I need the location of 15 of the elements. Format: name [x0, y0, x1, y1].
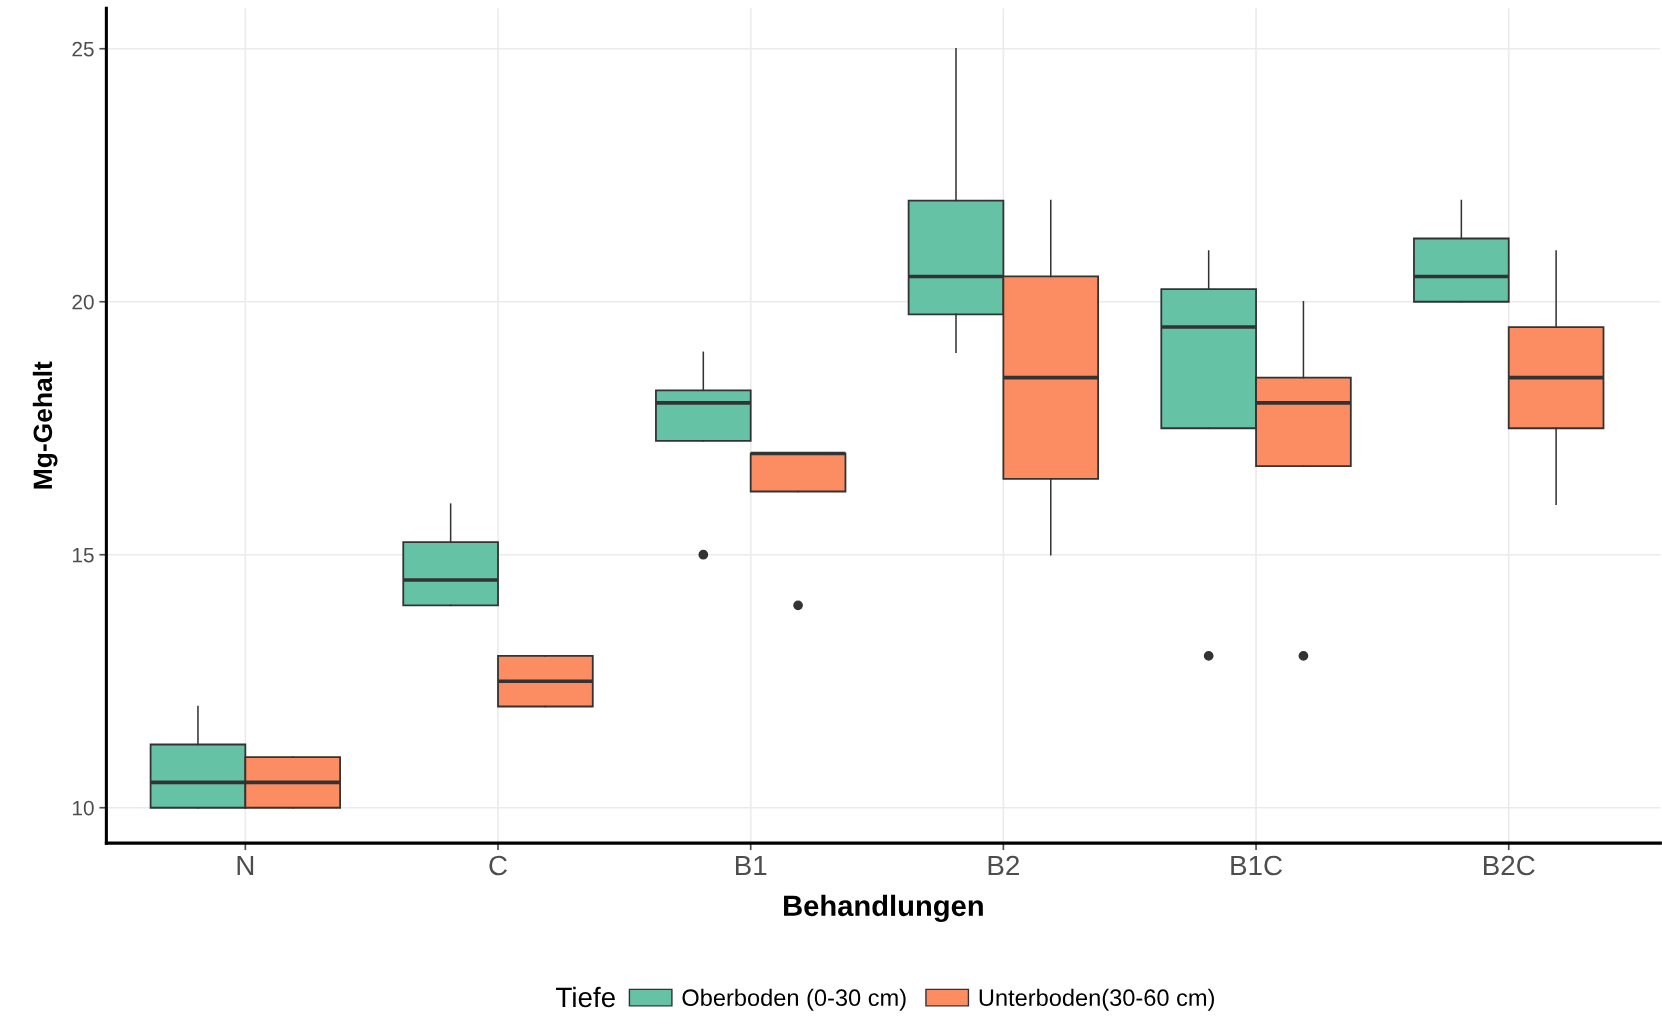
y-tick-label: 15 [72, 547, 94, 563]
x-tick-label: B1 [735, 855, 767, 876]
x-tick-label: C [489, 855, 507, 876]
y-tick-label: 10 [72, 800, 94, 816]
x-tick-label: B2C [1483, 855, 1535, 876]
x-tick-label: B2 [988, 855, 1019, 876]
x-tick-label: B1C [1231, 855, 1283, 876]
y-tick-label: 20 [72, 294, 94, 310]
legend-label: Unterboden(30-60 cm) [979, 988, 1214, 1011]
y-axis-title: Mg-Gehalt [32, 361, 58, 489]
legend-label: Oberboden (0-30 cm) [682, 988, 906, 1011]
x-axis-title: Behandlungen [784, 894, 983, 923]
y-tick-label: 25 [72, 41, 94, 57]
x-tick-label: N [237, 855, 254, 876]
legend-title: Tiefe [556, 986, 615, 1008]
